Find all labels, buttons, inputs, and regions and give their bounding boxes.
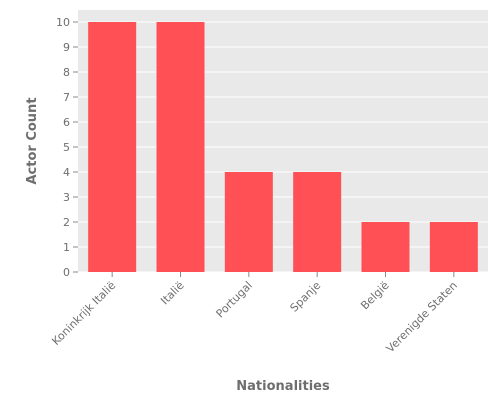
bar (156, 22, 205, 272)
x-tick-label: Italië (158, 279, 187, 308)
grid-lines (78, 21, 488, 273)
y-tick-label: 0 (63, 266, 70, 279)
y-tick-label: 4 (63, 166, 70, 179)
x-tick-label: België (358, 279, 392, 313)
y-tick-label: 10 (56, 16, 70, 29)
y-axis: 0 1 2 3 4 5 6 7 8 9 10 (56, 16, 78, 279)
x-axis: Koninkrijk Italië Italië Portugal Spanje Bel… (49, 272, 460, 355)
y-axis-title: Actor Count (25, 97, 40, 184)
x-tick-label: Koninkrijk Italië (49, 279, 118, 348)
y-tick-label: 8 (63, 66, 70, 79)
bar (429, 222, 478, 272)
bar (224, 172, 273, 272)
x-tick-label: Portugal (214, 279, 255, 320)
y-tick-label: 7 (63, 91, 70, 104)
y-tick-label: 3 (63, 191, 70, 204)
bar (88, 22, 137, 272)
plot-background (78, 10, 488, 272)
x-axis-title: Nationalities (236, 379, 330, 394)
bars (88, 22, 478, 272)
y-tick-label: 6 (63, 116, 70, 129)
y-tick-label: 1 (63, 241, 70, 254)
bar (293, 172, 342, 272)
y-tick-label: 2 (63, 216, 70, 229)
x-tick-label: Spanje (288, 279, 324, 315)
y-tick-label: 9 (63, 41, 70, 54)
bar (361, 222, 410, 272)
x-tick-label: Verenigde Staten (384, 279, 460, 355)
y-tick-label: 5 (63, 141, 70, 154)
